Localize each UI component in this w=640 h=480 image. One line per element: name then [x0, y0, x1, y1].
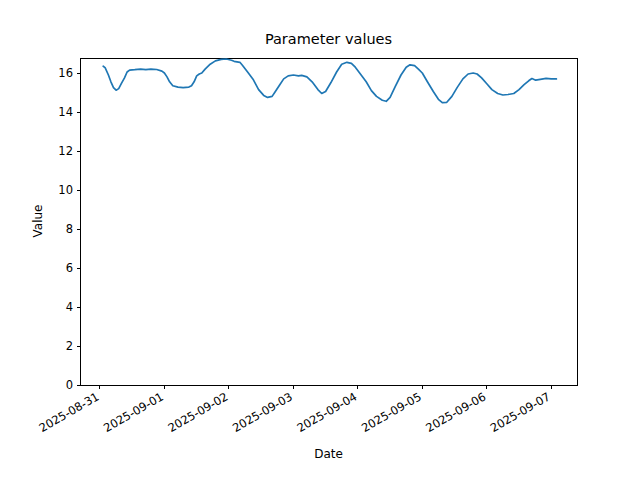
x-tick-label: 2025-09-07 [488, 389, 553, 435]
x-tick-label: 2025-09-01 [101, 389, 166, 435]
x-tick-label: 2025-09-03 [230, 389, 295, 435]
figure: Parameter values Value Date 024681012141… [0, 0, 640, 480]
x-tick-label: 2025-09-02 [166, 389, 231, 435]
series-line [103, 59, 556, 103]
y-tick-label: 16 [58, 66, 73, 80]
axes-frame [80, 58, 577, 385]
x-tick-label: 2025-09-06 [423, 389, 488, 435]
y-tick-label: 4 [66, 300, 73, 314]
y-tick-label: 12 [58, 144, 73, 158]
x-tick-label: 2025-08-31 [37, 389, 102, 435]
chart-title: Parameter values [80, 31, 577, 47]
y-tick-label: 2 [66, 339, 73, 353]
x-tick-label: 2025-09-05 [359, 389, 424, 435]
y-tick-label: 0 [66, 378, 73, 392]
x-axis-title: Date [80, 447, 577, 461]
y-tick-label: 6 [66, 261, 73, 275]
y-tick-label: 10 [58, 183, 73, 197]
y-tick-label: 8 [66, 222, 73, 236]
y-axis-title: Value [31, 205, 45, 238]
y-tick-label: 14 [58, 105, 73, 119]
x-tick-label: 2025-09-04 [294, 389, 359, 435]
plot-area: 02468101214162025-08-312025-09-012025-09… [0, 0, 640, 480]
